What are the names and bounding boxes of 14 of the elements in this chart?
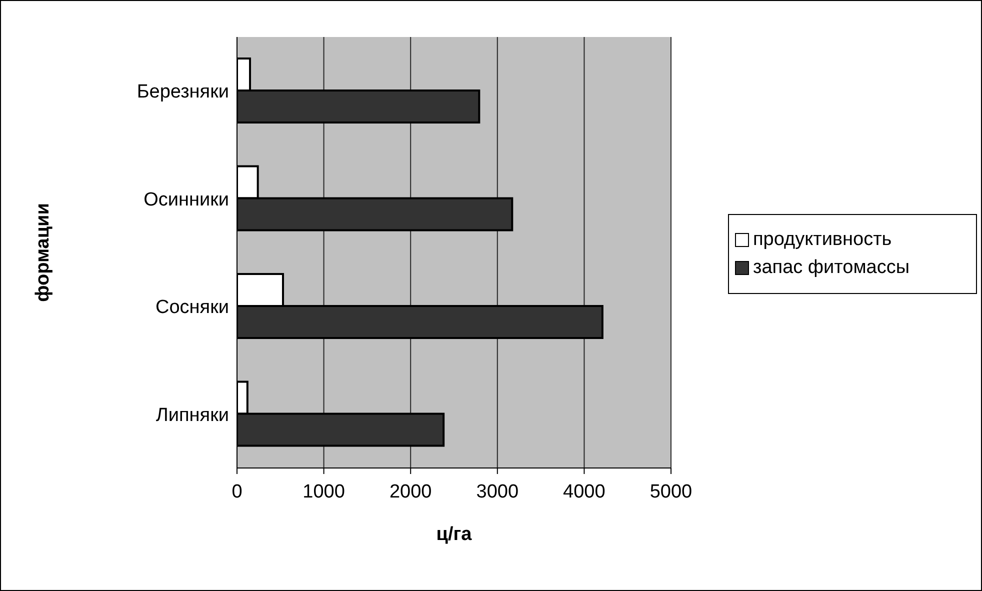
- y-axis-title: формации: [32, 203, 54, 302]
- y-tick-label: Липняки: [156, 404, 229, 426]
- x-tick-label: 4000: [563, 481, 606, 502]
- y-tick-label: Березняки: [136, 82, 229, 103]
- x-tick-label: 3000: [476, 481, 519, 502]
- y-tick-label: Осинники: [144, 189, 229, 210]
- x-tick-label: 5000: [650, 481, 692, 502]
- legend-label: продуктивность: [753, 229, 892, 251]
- x-tick-label: 2000: [389, 481, 432, 502]
- y-tick-label: Сосняки: [156, 297, 229, 318]
- x-tick-label: 0: [232, 481, 242, 502]
- x-tick-label: 1000: [302, 481, 345, 502]
- legend-label: запас фитомассы: [753, 257, 910, 279]
- x-axis-title: ц/га: [436, 524, 472, 545]
